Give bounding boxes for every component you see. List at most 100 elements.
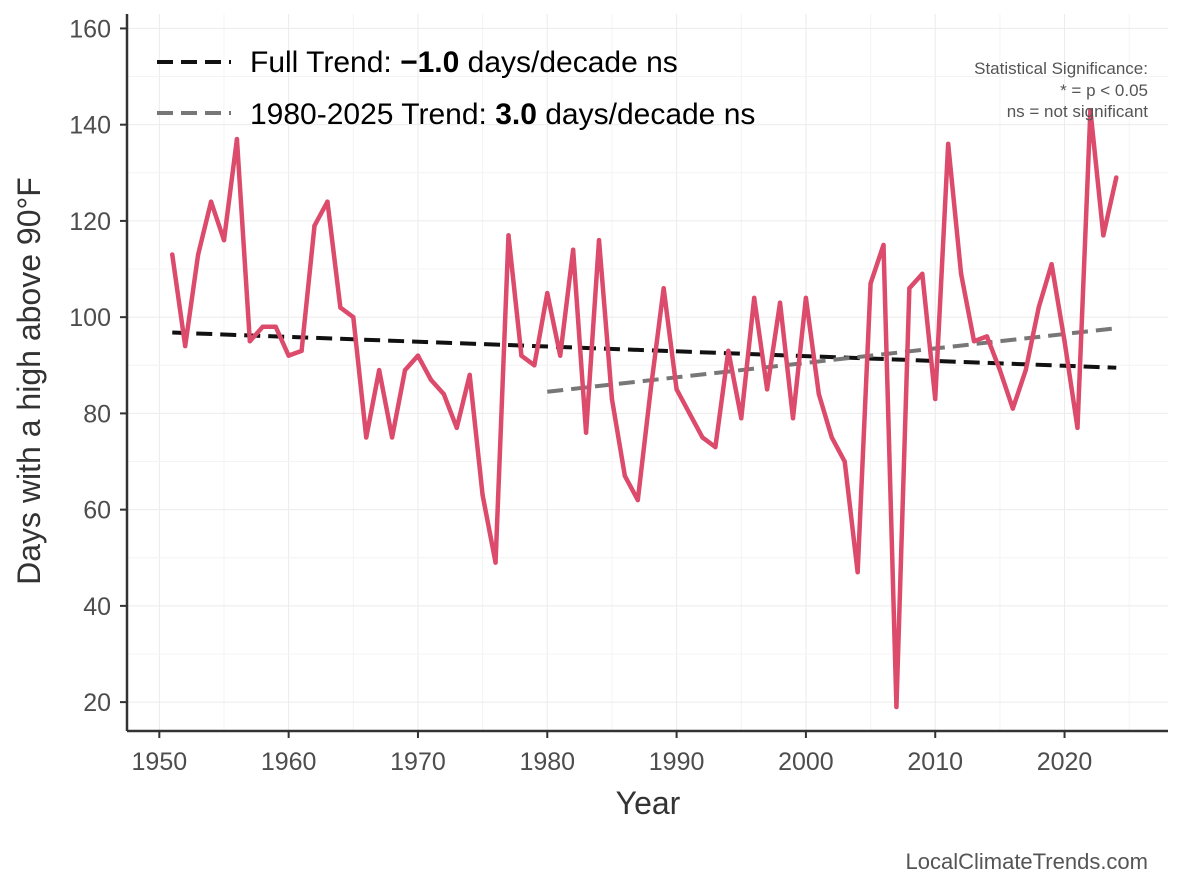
x-tick-label: 1970 <box>390 748 446 776</box>
legend-recent-suffix: days/decade ns <box>537 98 755 131</box>
x-tick-label: 1980 <box>519 748 575 776</box>
data-point <box>519 353 524 358</box>
x-tick-label: 1950 <box>132 748 188 776</box>
x-tick-label: 2010 <box>907 748 963 776</box>
data-point <box>364 435 369 440</box>
y-tick-label: 20 <box>83 689 111 717</box>
legend: Full Trend: −1.0 days/decade ns 1980-202… <box>157 46 755 131</box>
data-point <box>933 396 938 402</box>
x-tick-label: 2000 <box>778 748 834 776</box>
credit: LocalClimateTrends.com <box>906 849 1149 874</box>
data-point <box>907 286 912 291</box>
grid <box>127 14 1168 731</box>
data-point <box>609 396 615 402</box>
data-point <box>777 300 783 305</box>
data-point <box>170 252 175 257</box>
data-point <box>674 387 679 392</box>
data-point <box>325 199 330 204</box>
axes <box>125 14 1168 733</box>
data-point <box>532 363 537 368</box>
ticks: 1950 1960 1970 1980 1990 2000 2010 202020406080… <box>69 15 1092 776</box>
data-point <box>635 497 641 503</box>
data-point <box>868 281 873 286</box>
legend-label-recent-trend: 1980-2025 Trend: 3.0 days/decade ns <box>250 98 755 131</box>
significance-note-line3: ns = not significant <box>1007 102 1149 121</box>
data-point <box>1114 175 1119 180</box>
data-point <box>803 295 809 301</box>
data-point <box>260 324 265 329</box>
series-line <box>170 107 1119 710</box>
y-tick-label: 120 <box>69 208 111 236</box>
data-point <box>596 237 602 243</box>
data-point <box>402 367 408 373</box>
data-point <box>441 391 447 397</box>
data-point <box>790 416 796 421</box>
data-point <box>221 237 227 243</box>
data-point <box>1010 406 1016 411</box>
x-tick-label: 2020 <box>1037 748 1093 776</box>
y-axis-label: Days with a high above 90°F <box>11 177 47 585</box>
data-point <box>984 334 990 339</box>
data-point <box>842 459 847 464</box>
data-point <box>816 391 822 397</box>
data-point <box>920 271 925 277</box>
legend-recent-value: 3.0 <box>495 98 537 131</box>
data-point <box>208 199 214 204</box>
data-point <box>881 242 886 248</box>
data-point <box>648 387 653 392</box>
y-tick-label: 140 <box>69 112 111 140</box>
data-point <box>1036 305 1041 310</box>
data-point <box>661 286 666 291</box>
data-point <box>855 570 860 575</box>
data-point <box>583 430 589 435</box>
data-point <box>493 560 498 565</box>
data-point <box>1049 262 1054 267</box>
y-tick-label: 80 <box>83 400 111 428</box>
data-point <box>558 353 563 358</box>
data-point <box>247 339 253 344</box>
y-tick-label: 100 <box>69 304 111 332</box>
full-trend-line <box>172 330 1117 370</box>
data-point <box>1088 108 1093 113</box>
data-point <box>182 343 188 349</box>
significance-note-line2: * = p < 0.05 <box>1060 81 1148 100</box>
y-tick-label: 40 <box>83 593 111 621</box>
data-point <box>506 233 511 238</box>
data-point <box>764 387 770 392</box>
data-point <box>700 435 705 440</box>
data-point <box>751 295 757 301</box>
data-point <box>286 353 291 358</box>
data-point <box>480 493 485 498</box>
x-axis-label: Year <box>616 785 681 821</box>
data-point <box>971 339 977 344</box>
data-point <box>958 271 964 277</box>
data-point <box>428 377 434 382</box>
trend-lines <box>172 326 1117 394</box>
y-tick-label: 60 <box>83 497 111 525</box>
legend-full-prefix: Full Trend: <box>250 46 400 79</box>
x-tick-label: 1960 <box>261 748 317 776</box>
data-point <box>570 247 576 252</box>
data-point <box>389 435 395 440</box>
data-point <box>1075 425 1080 431</box>
data-point <box>739 416 744 421</box>
data-point <box>312 223 317 228</box>
data-point <box>726 348 731 354</box>
legend-full-value: −1.0 <box>400 46 459 79</box>
data-point <box>1062 339 1067 344</box>
data-point <box>195 252 201 257</box>
data-point <box>622 473 628 479</box>
data-point <box>997 367 1003 373</box>
legend-full-suffix: days/decade ns <box>459 46 677 79</box>
data-point <box>687 411 692 416</box>
legend-recent-prefix: 1980-2025 Trend: <box>250 98 495 131</box>
data-point <box>894 704 899 710</box>
data-point <box>467 372 472 378</box>
data-point <box>1023 367 1028 373</box>
legend-label-full-trend: Full Trend: −1.0 days/decade ns <box>250 46 678 79</box>
data-point <box>351 314 356 320</box>
significance-note: Statistical Significance: * = p < 0.05 n… <box>974 59 1148 121</box>
data-point <box>713 444 718 450</box>
data-point <box>234 136 240 142</box>
